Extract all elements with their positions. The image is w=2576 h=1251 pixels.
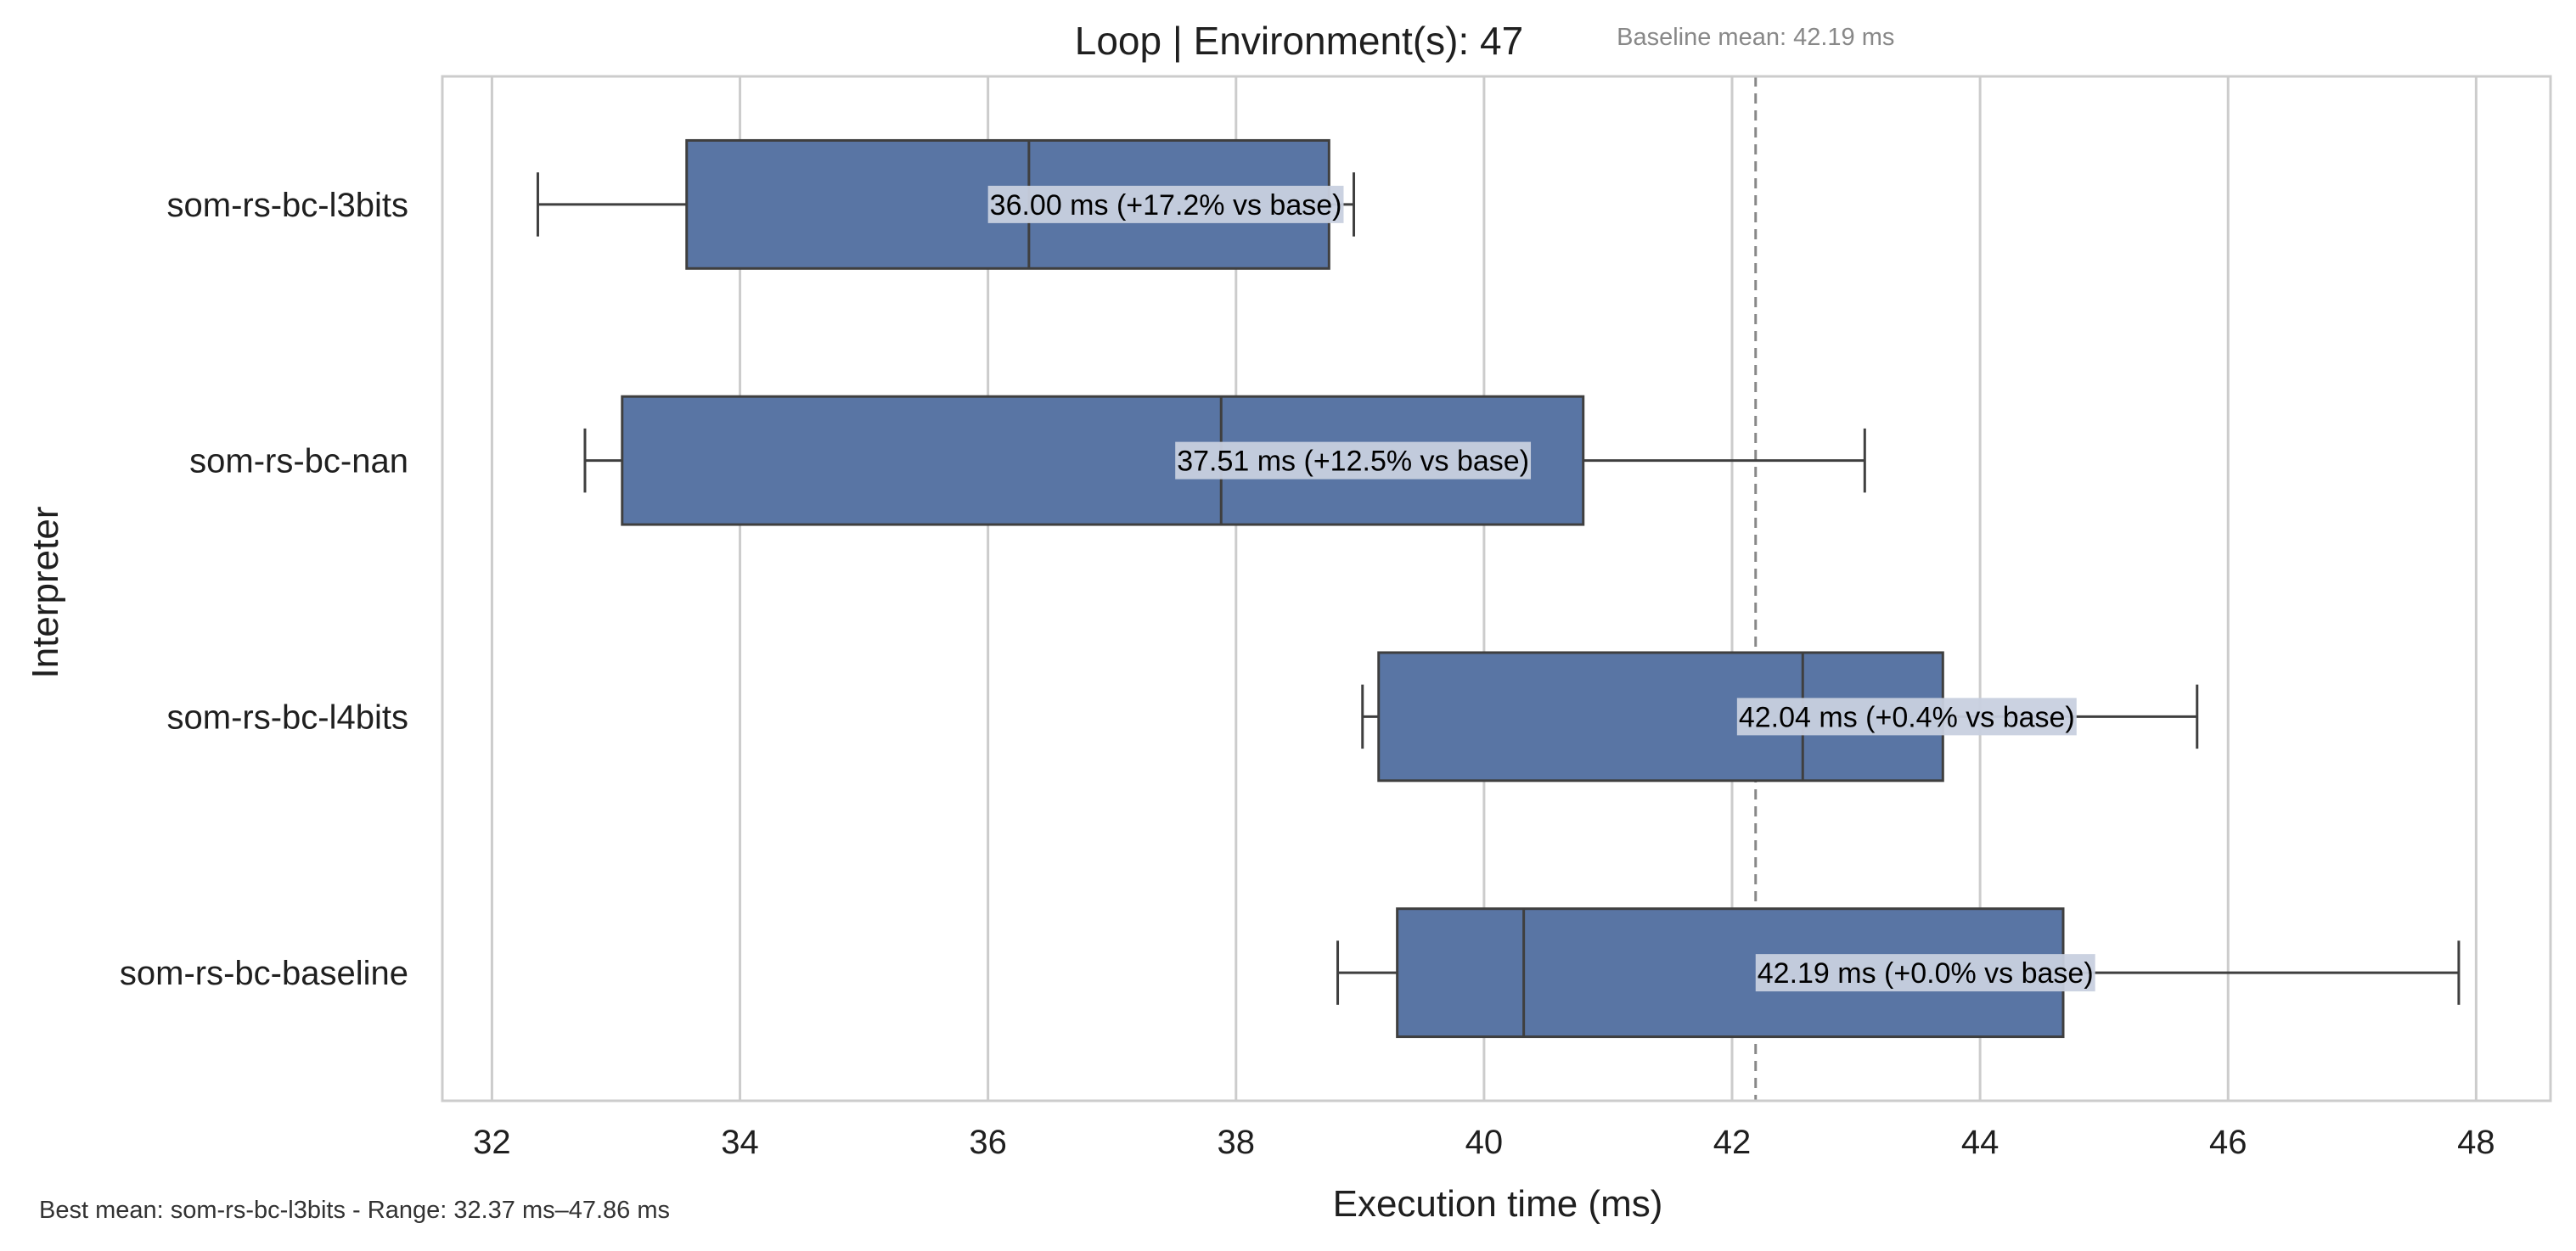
y-tick-label-som-rs-bc-nan: som-rs-bc-nan (189, 443, 408, 480)
mean-annotation-som-rs-bc-baseline: 42.19 ms (+0.0% vs base) (1755, 954, 2095, 992)
x-tick-label-40: 40 (1465, 1124, 1504, 1161)
mean-annotation-som-rs-bc-l4bits: 42.04 ms (+0.4% vs base) (1736, 698, 2077, 736)
y-tick-label-som-rs-bc-l3bits: som-rs-bc-l3bits (167, 187, 408, 224)
footnote: Best mean: som-rs-bc-l3bits - Range: 32.… (39, 1197, 670, 1224)
x-tick-label-42: 42 (1713, 1124, 1752, 1161)
box-som-rs-bc-nan (583, 395, 1866, 526)
annotation-text: 36.00 ms (+17.2% vs base) (990, 189, 1342, 222)
annotation-bg (1755, 954, 2095, 992)
x-tick-label-46: 46 (2209, 1124, 2247, 1161)
y-tick-label-som-rs-bc-l4bits: som-rs-bc-l4bits (167, 698, 408, 736)
y-tick-labels: som-rs-bc-l3bits som-rs-bc-nan som-rs-bc-l… (120, 187, 408, 992)
baseline-label: Baseline mean: 42.19 ms (1617, 24, 1894, 51)
box-layer (536, 138, 2461, 1039)
annotation-layer: 36.00 ms (+17.2% vs base) 37.51 ms (+12.5… (987, 185, 2095, 992)
annotation-bg (1736, 698, 2077, 736)
box-som-rs-bc-l4bits (1361, 651, 2199, 783)
x-tick-label-32: 32 (473, 1124, 511, 1161)
annotation-bg (987, 185, 1344, 223)
plot-frame (441, 75, 2552, 1102)
x-tick-labels: 32 34 36 38 40 42 44 46 48 (473, 1124, 2494, 1161)
x-tick-label-34: 34 (721, 1124, 759, 1161)
annotation-text: 37.51 ms (+12.5% vs base) (1177, 446, 1529, 478)
y-axis-label: Interpreter (25, 507, 66, 679)
annotation-text: 42.04 ms (+0.4% vs base) (1739, 701, 2075, 733)
chart-title: Loop | Environment(s): 47 (1075, 19, 1523, 63)
mean-annotation-som-rs-bc-l3bits: 36.00 ms (+17.2% vs base) (987, 185, 1344, 223)
mean-annotation-som-rs-bc-nan: 37.51 ms (+12.5% vs base) (1175, 441, 1532, 480)
y-tick-label-som-rs-bc-baseline: som-rs-bc-baseline (120, 955, 408, 992)
annotation-bg (1175, 441, 1532, 480)
annotation-text: 42.19 ms (+0.0% vs base) (1758, 957, 2094, 990)
x-tick-label-36: 36 (969, 1124, 1007, 1161)
x-axis-label: Execution time (ms) (1333, 1183, 1663, 1225)
x-tick-label-48: 48 (2457, 1124, 2495, 1161)
x-tick-label-44: 44 (1961, 1124, 1999, 1161)
x-tick-label-38: 38 (1218, 1124, 1256, 1161)
